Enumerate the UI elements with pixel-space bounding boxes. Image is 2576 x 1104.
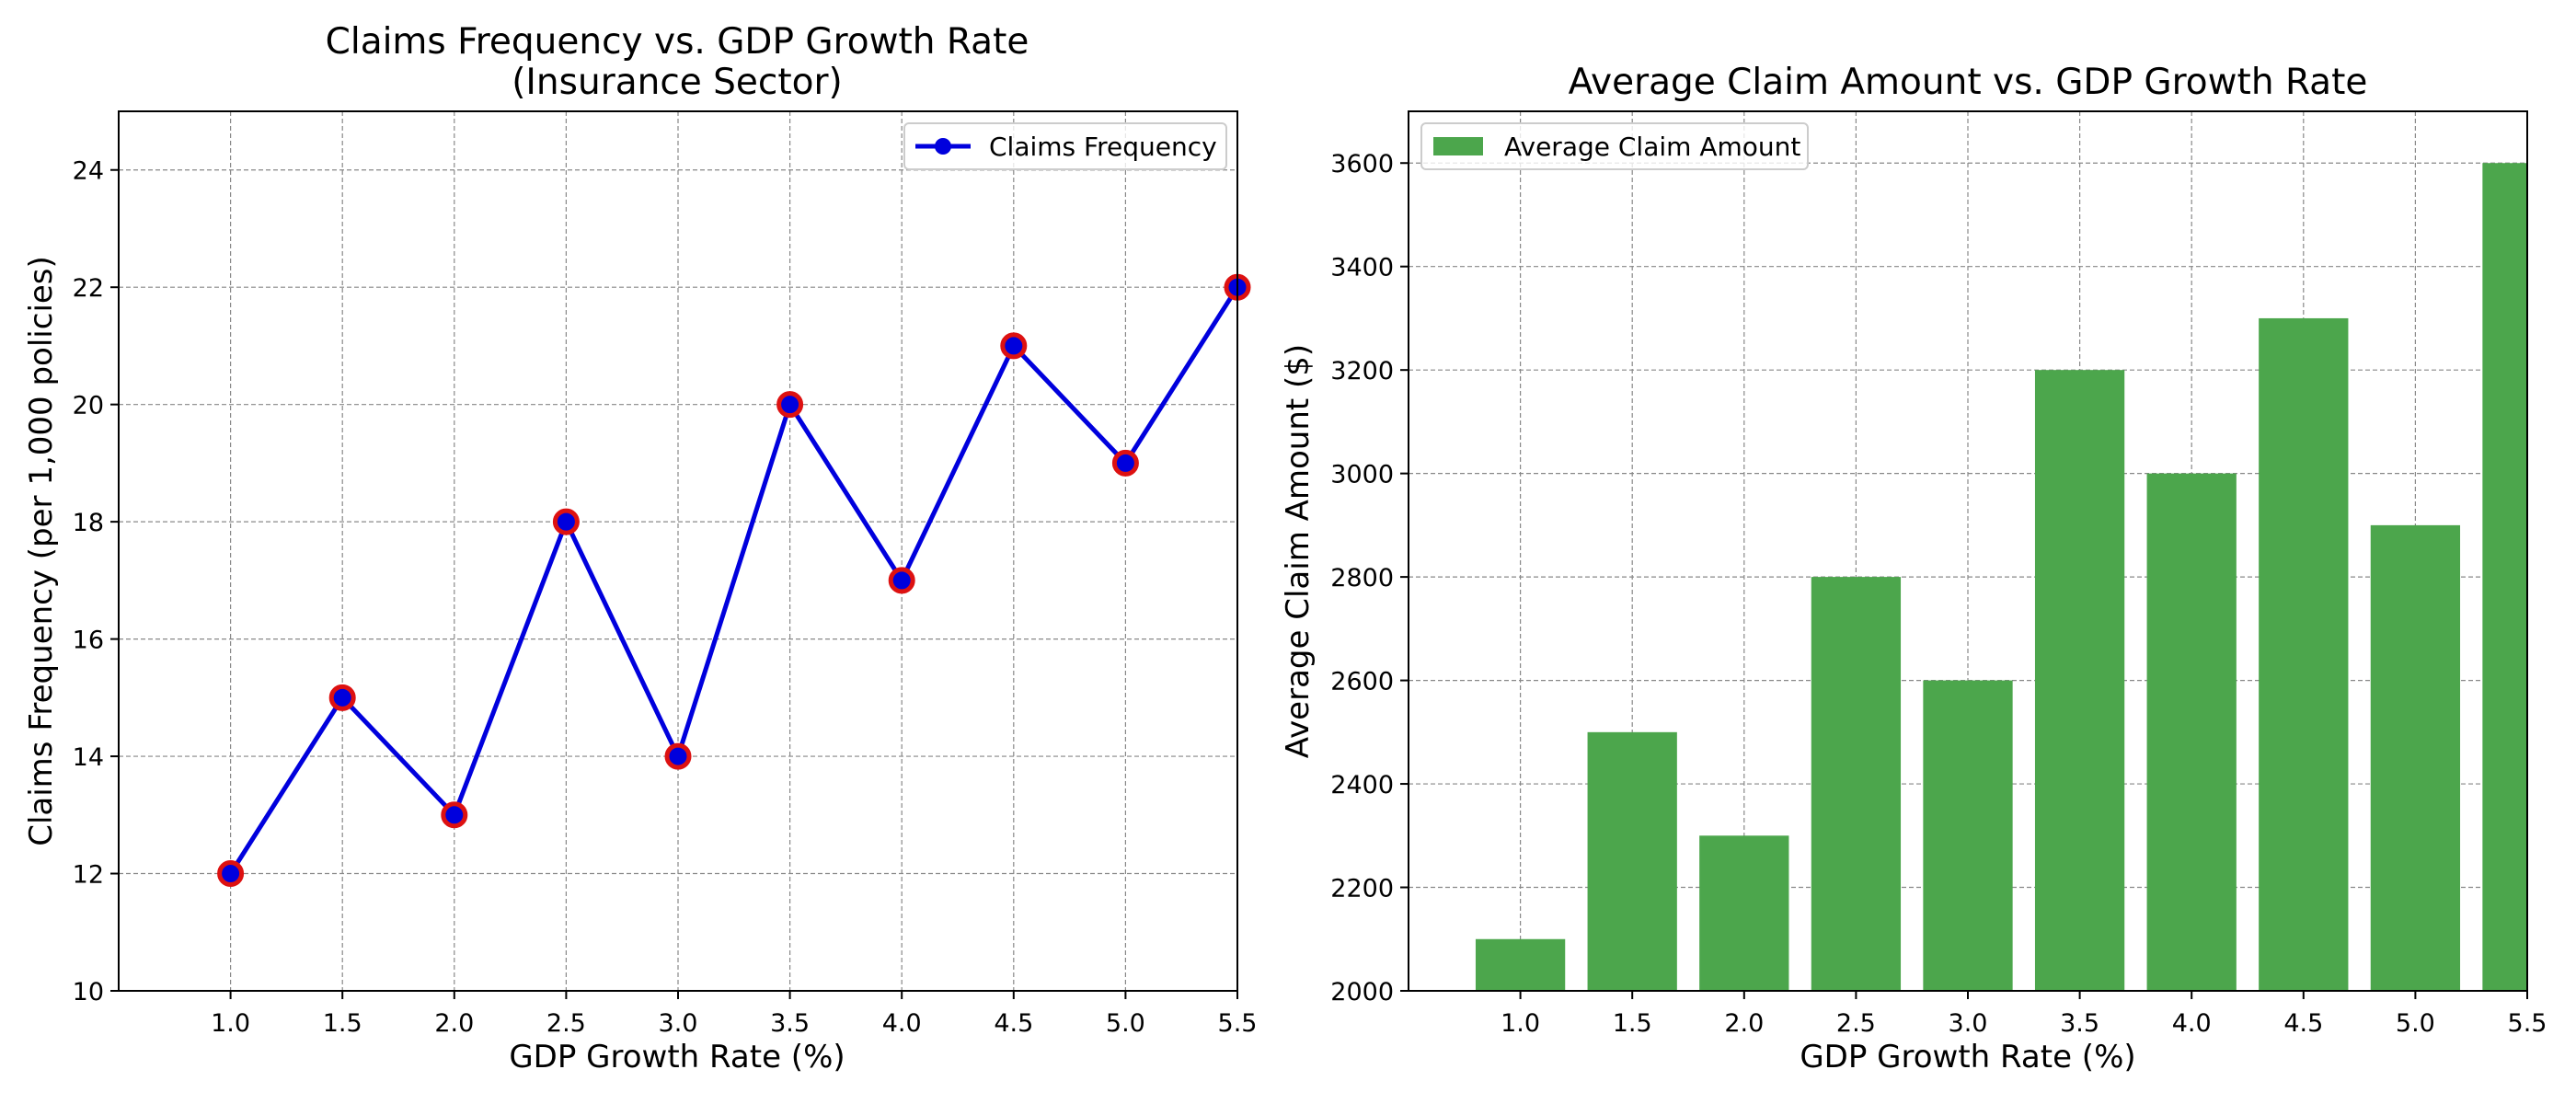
line-y-tick-label: 12 (73, 861, 104, 890)
bar-bar (1923, 680, 2013, 991)
line-chart-legend-marker-icon (935, 138, 951, 155)
bar-chart-y-ticks: 2000 2200 2400 2600 2800 3000 3200 3400 3600 (1330, 150, 1409, 1006)
bar-chart-legend: Average Claim Amount (1420, 122, 1809, 170)
bar-x-tick-label: 1.5 (1613, 1009, 1652, 1038)
line-chart-legend: Claims Frequency (903, 122, 1227, 170)
bar-chart-legend-box (1420, 122, 1809, 170)
line-x-tick-label: 3.5 (770, 1009, 810, 1038)
line-data-point (441, 801, 468, 829)
bar-y-tick-label: 3400 (1330, 254, 1394, 282)
line-chart-legend-label: Claims Frequency (989, 132, 1217, 162)
bar-x-tick-label: 2.5 (1836, 1009, 1876, 1038)
line-chart-plot (217, 273, 1251, 888)
bar-x-tick-label: 5.0 (2396, 1009, 2435, 1038)
bar-bar (2259, 317, 2349, 991)
bar-bar (2370, 524, 2461, 991)
bar-y-tick-label: 3600 (1330, 150, 1394, 178)
line-chart-subtitle: (Insurance Sector) (512, 62, 843, 103)
bar-chart-x-ticks: 1.0 1.5 2.0 2.5 3.0 3.5 4.0 4.5 5.0 5.5 (1501, 991, 2547, 1038)
line-y-tick-label: 24 (73, 157, 104, 186)
bar-y-tick-label: 2600 (1330, 668, 1394, 696)
line-data-point (664, 742, 692, 770)
bar-bar (2146, 473, 2237, 991)
line-x-tick-label: 5.0 (1106, 1009, 1145, 1038)
line-x-tick-label: 2.0 (434, 1009, 474, 1038)
bar-x-tick-label: 1.0 (1501, 1009, 1540, 1038)
bar-x-tick-label: 2.0 (1724, 1009, 1764, 1038)
line-y-tick-label: 20 (73, 392, 104, 420)
line-x-tick-label: 4.0 (882, 1009, 922, 1038)
bar-x-tick-label: 3.5 (2060, 1009, 2099, 1038)
bar-chart-y-axis-label: Average Claim Amount ($) (1280, 344, 1317, 758)
bar-y-tick-label: 2200 (1330, 875, 1394, 903)
bar-bar (2034, 370, 2125, 991)
bar-y-tick-label: 3200 (1330, 357, 1394, 385)
line-data-point (328, 684, 356, 711)
claims-frequency-chart: Claims Frequency vs. GDP Growth Rate (In… (23, 21, 1257, 1075)
line-data-point (217, 860, 245, 888)
bar-chart-legend-label: Average Claim Amount (1504, 132, 1800, 162)
line-chart-x-axis-label: GDP Growth Rate (%) (509, 1039, 845, 1075)
bar-x-tick-label: 4.0 (2172, 1009, 2212, 1038)
bar-chart-plot (1475, 163, 2527, 991)
line-x-tick-label: 2.5 (546, 1009, 586, 1038)
bar-bar (1475, 938, 1566, 991)
line-data-point (1111, 449, 1139, 477)
line-x-tick-label: 3.0 (659, 1009, 698, 1038)
line-chart-title: Claims Frequency vs. GDP Growth Rate (326, 21, 1029, 63)
line-chart-x-ticks: 1.0 1.5 2.0 2.5 3.0 3.5 4.0 4.5 5.0 5.5 (211, 991, 1257, 1038)
line-x-tick-label: 1.0 (211, 1009, 250, 1038)
line-chart-y-ticks: 10 12 14 16 18 20 22 24 (73, 157, 119, 1006)
bar-bar (1587, 731, 1677, 991)
line-y-tick-label: 22 (73, 274, 104, 303)
line-data-point (552, 508, 580, 535)
line-x-tick-label: 1.5 (323, 1009, 362, 1038)
bar-bar (1811, 577, 1902, 991)
bar-chart-title: Average Claim Amount vs. GDP Growth Rate (1569, 62, 2368, 103)
line-series-line (228, 285, 1240, 875)
line-data-point (776, 391, 804, 419)
line-chart-legend-box (903, 122, 1227, 170)
bar-y-tick-label: 2800 (1330, 564, 1394, 592)
bar-x-tick-label: 3.0 (1949, 1009, 1988, 1038)
bar-x-tick-label: 4.5 (2283, 1009, 2323, 1038)
bar-chart-x-axis-label: GDP Growth Rate (%) (1800, 1039, 2135, 1075)
line-data-point (1000, 332, 1028, 360)
bar-y-tick-label: 2000 (1330, 978, 1394, 1006)
line-chart-y-axis-label: Claims Frequency (per 1,000 policies) (23, 256, 60, 846)
line-data-point (888, 567, 915, 594)
bar-bar (2482, 163, 2527, 991)
line-y-tick-label: 16 (73, 627, 104, 655)
bar-y-tick-label: 2400 (1330, 771, 1394, 799)
line-y-tick-label: 18 (73, 509, 104, 537)
bar-x-tick-label: 5.5 (2508, 1009, 2547, 1038)
line-x-tick-label: 5.5 (1218, 1009, 1258, 1038)
line-y-tick-label: 10 (73, 978, 104, 1006)
line-y-tick-label: 14 (73, 743, 104, 772)
line-x-tick-label: 4.5 (994, 1009, 1033, 1038)
bar-chart-legend-swatch-icon (1433, 137, 1483, 155)
bar-y-tick-label: 3000 (1330, 461, 1394, 489)
bar-bar (1699, 835, 1789, 991)
average-claim-amount-chart: Average Claim Amount vs. GDP Growth Rate… (1280, 62, 2547, 1075)
